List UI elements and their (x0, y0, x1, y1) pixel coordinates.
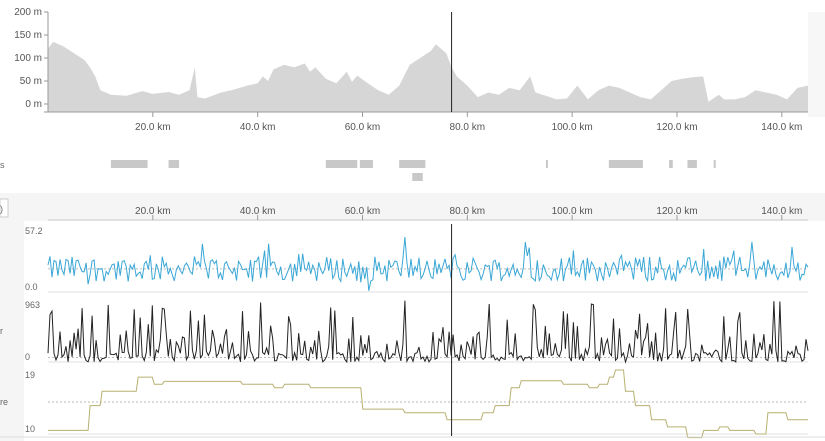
distance-x-tick-label: 40.0 km (240, 206, 276, 217)
distance-x-tick-label: 80.0 km (450, 206, 486, 217)
elevation-x-tick-label: 140.0 km (761, 122, 802, 133)
speed-panel: 57.2 0.0 (25, 226, 809, 293)
metric-panels: 57.2 0.0 r 963 0 re 19 10 (0, 226, 809, 439)
segment-bar[interactable] (110, 160, 148, 168)
elevation-y-tick-label: 150 m (14, 30, 42, 41)
temperature-max-label: 19 (25, 370, 35, 380)
temperature-left-label: re (0, 397, 8, 407)
elevation-x-tick-label: 120.0 km (656, 122, 697, 133)
segment-bar[interactable] (608, 160, 643, 168)
elevation-y-tick-label: 100 m (14, 53, 42, 64)
segment-bar[interactable] (412, 173, 423, 181)
distance-axis: ) 20.0 km 40.0 km 60.0 km 80.0 km 100.0 km 12… (0, 198, 808, 221)
power-panel: r 963 0 (0, 300, 809, 364)
speed-series-line (47, 237, 809, 291)
elevation-x-tick-label: 80.0 km (450, 122, 486, 133)
segment-bar[interactable] (713, 160, 716, 168)
distance-x-tick-label: 100.0 km (552, 206, 593, 217)
right-gutter (808, 12, 825, 117)
segment-bar[interactable] (325, 160, 358, 168)
elevation-x-tick-label: 100.0 km (552, 122, 593, 133)
scroll-left-button[interactable] (0, 198, 9, 218)
elevation-x-tick-label: 60.0 km (345, 122, 381, 133)
distance-x-tick-label: 140.0 km (761, 206, 802, 217)
elevation-y-tick-label: 50 m (20, 76, 42, 87)
elevation-x-tick-label: 40.0 km (240, 122, 276, 133)
elevation-area (48, 41, 808, 112)
distance-x-tick-label: 20.0 km (135, 206, 171, 217)
speed-min-label: 0.0 (25, 282, 38, 292)
segment-bar[interactable] (669, 160, 673, 168)
distance-axis-band (0, 193, 825, 221)
speed-max-label: 57.2 (25, 226, 43, 236)
scroll-left-glyph: ) (0, 204, 3, 214)
power-min-label: 0 (25, 352, 30, 362)
segment-bar[interactable] (399, 160, 426, 168)
elevation-panel: 200 m 150 m 100 m 50 m 0 m 20.0 km 40.0 km 60.… (14, 7, 808, 133)
temperature-panel: re 19 10 (0, 369, 808, 439)
power-max-label: 963 (25, 300, 40, 310)
segments-row: s (0, 160, 716, 181)
segment-bar[interactable] (359, 160, 373, 168)
distance-x-tick-label: 120.0 km (656, 206, 697, 217)
segments-row-label: s (0, 160, 5, 170)
power-series-line (47, 300, 809, 364)
distance-x-tick-label: 60.0 km (345, 206, 381, 217)
elevation-y-tick-label: 0 m (25, 99, 42, 110)
temperature-series-line (48, 369, 808, 439)
metric-label-column (0, 221, 24, 441)
power-left-label: r (0, 326, 3, 336)
segment-bar[interactable] (168, 160, 180, 168)
elevation-y-tick-label: 200 m (14, 7, 42, 18)
segment-bar[interactable] (545, 160, 548, 168)
temperature-min-label: 10 (25, 424, 35, 434)
segment-bar[interactable] (687, 160, 697, 168)
elevation-x-tick-label: 20.0 km (135, 122, 171, 133)
